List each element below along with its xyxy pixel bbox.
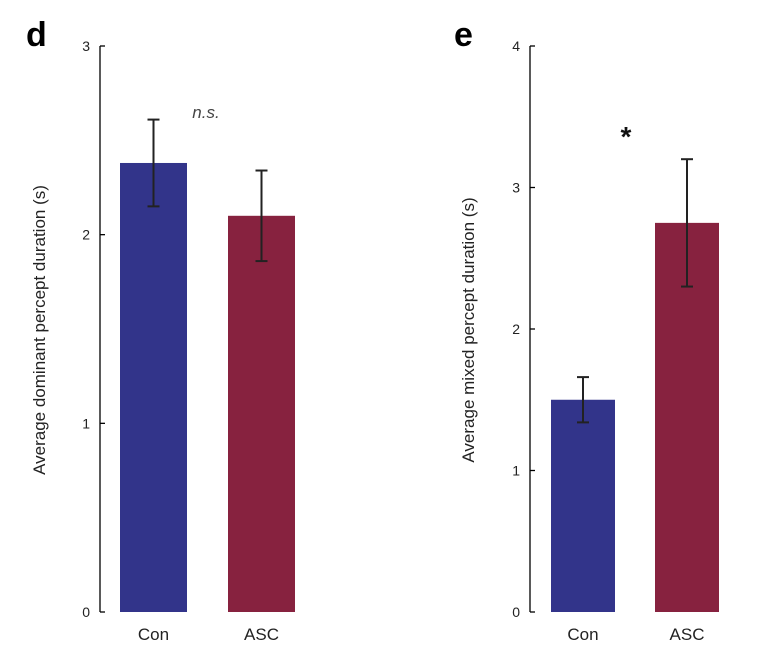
y-axis-title-d: Average dominant percept duration (s) (30, 185, 49, 475)
y-tick-label: 3 (512, 180, 520, 196)
y-axis-e: 0 1 2 3 4 (512, 38, 535, 620)
significance-label-e: * (621, 121, 632, 152)
y-axis-title-e: Average mixed percept duration (s) (459, 197, 478, 462)
bar-con (120, 162, 187, 612)
y-tick-label: 3 (82, 38, 90, 54)
y-tick-label: 2 (512, 321, 520, 337)
category-label-asc: ASC (244, 625, 279, 644)
y-tick-label: 0 (82, 604, 90, 620)
bars-e (551, 158, 719, 612)
y-tick-label: 2 (82, 227, 90, 243)
bar-con (551, 399, 615, 612)
panel-letter-d: d (26, 16, 47, 54)
y-tick-label: 4 (512, 38, 520, 54)
category-label-con: Con (138, 625, 169, 644)
error-bar-con (577, 376, 589, 424)
y-axis-d: 0 1 2 3 (82, 38, 105, 620)
panel-e: e Average mixed percept duration (s) 0 1 2… (454, 16, 719, 644)
panel-d: d Average dominant percept duration (s) … (26, 16, 295, 644)
category-labels-d: Con ASC (138, 625, 279, 644)
bar-asc (228, 215, 295, 613)
category-label-asc: ASC (670, 625, 705, 644)
error-bar-con (147, 118, 160, 208)
y-tick-label: 1 (512, 463, 520, 479)
y-tick-label: 0 (512, 604, 520, 620)
category-label-con: Con (567, 625, 598, 644)
significance-label-d: n.s. (192, 103, 219, 122)
bar-asc (655, 222, 719, 612)
error-bar-asc (681, 158, 693, 288)
category-labels-e: Con ASC (567, 625, 704, 644)
error-bar-asc (255, 169, 268, 263)
panel-letter-e: e (454, 16, 473, 54)
y-tick-label: 1 (82, 415, 90, 431)
bars-d (120, 118, 295, 613)
